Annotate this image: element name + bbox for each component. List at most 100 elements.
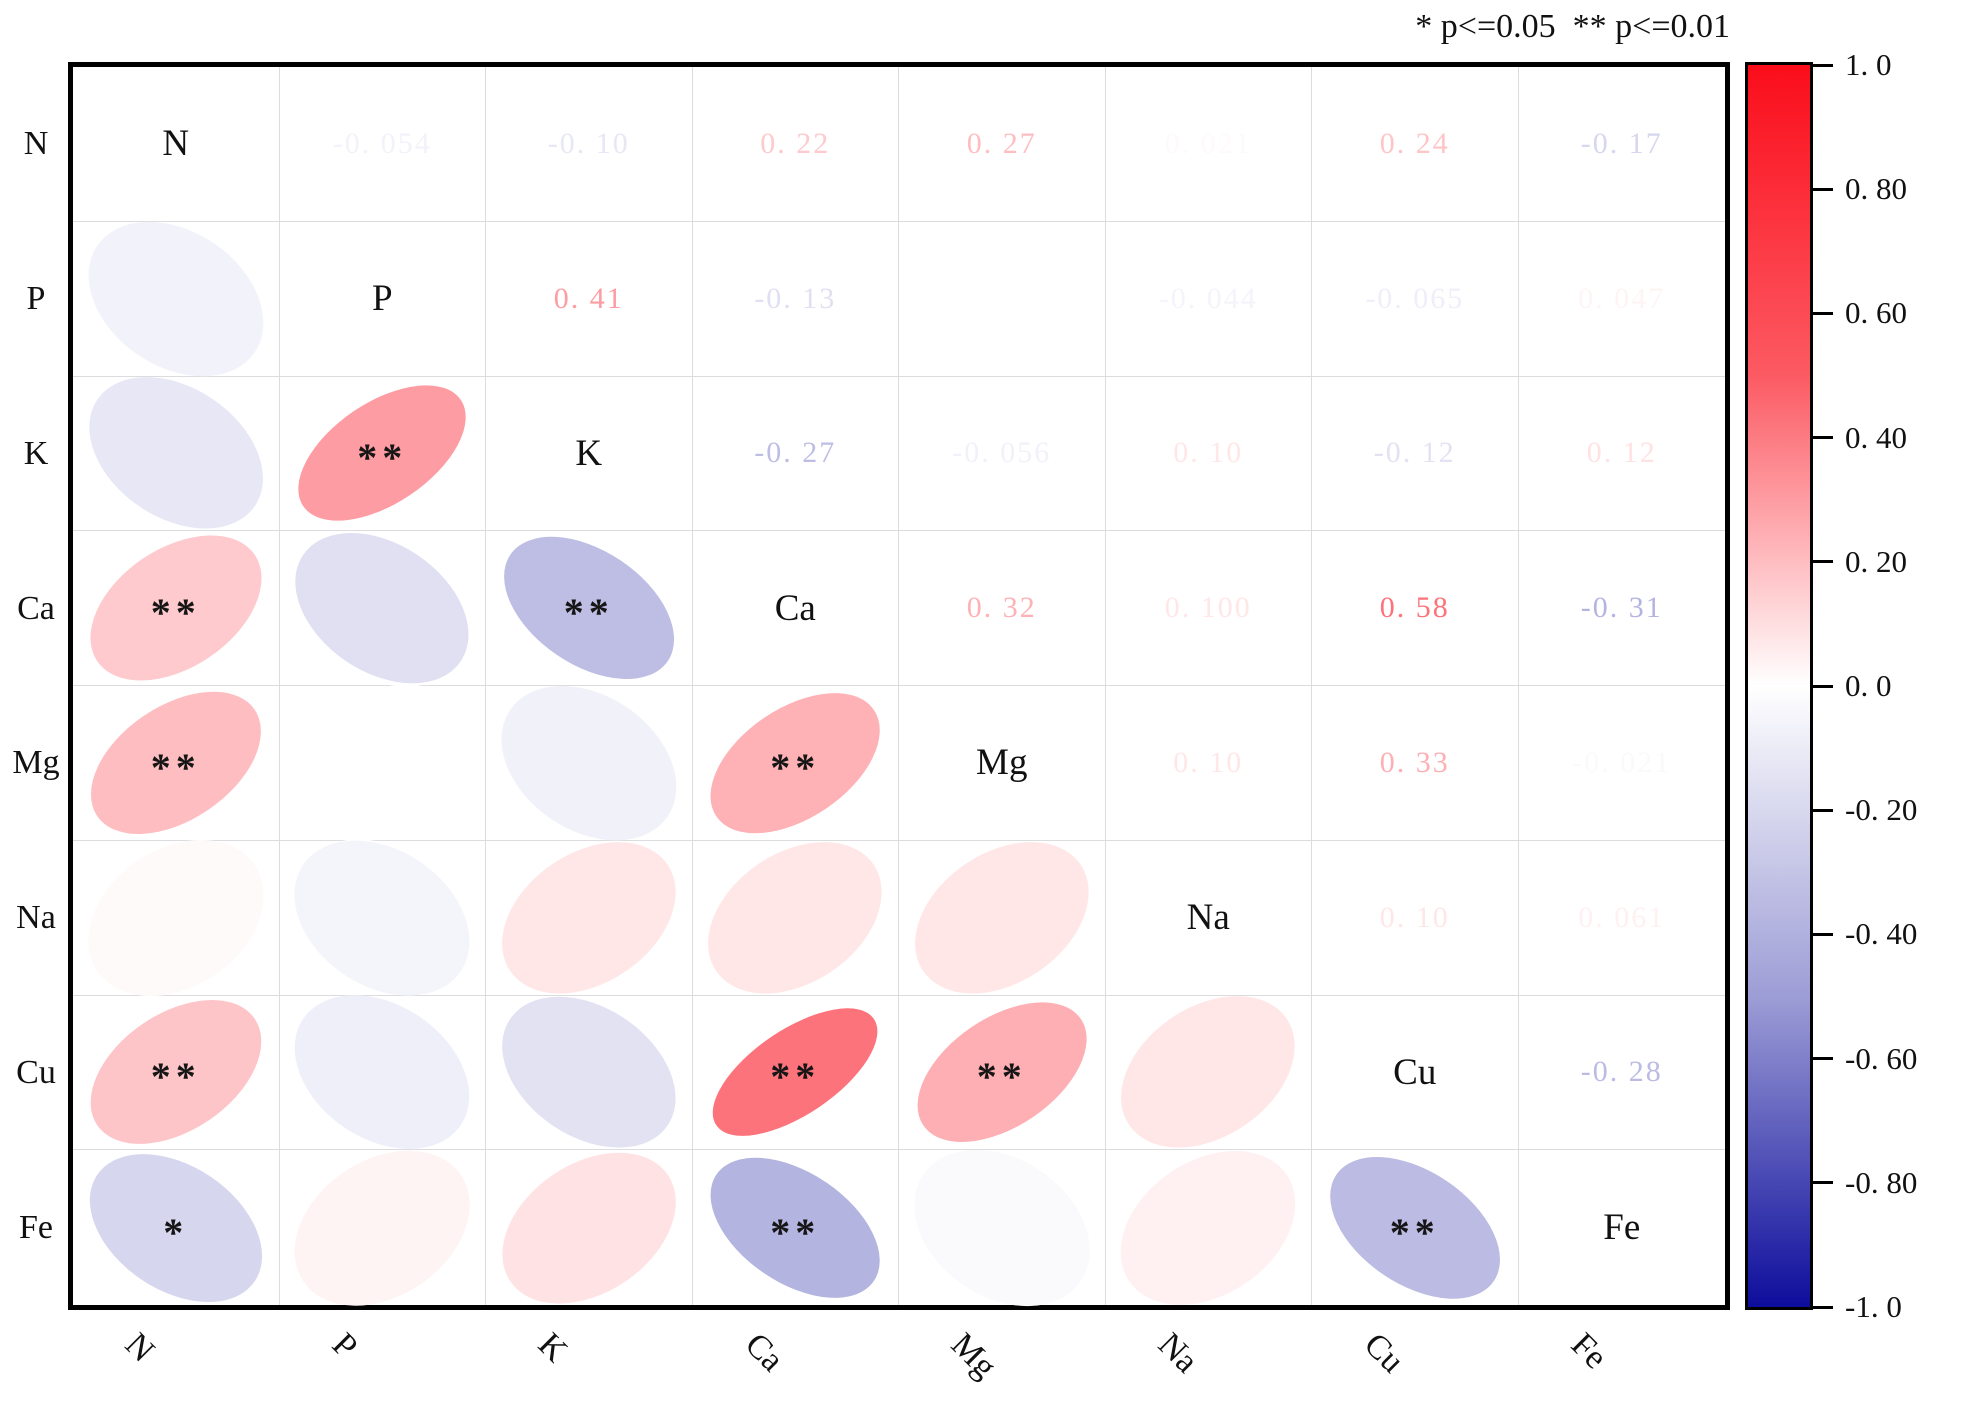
y-axis-label-Fe: Fe [19,1208,53,1246]
correlation-value: -0. 054 [332,126,432,160]
correlation-value: 0. 10 [1173,745,1244,779]
matrix-cell-ellipse-K-Ca: ** [478,507,700,709]
colorbar-tick-label: -0. 40 [1845,916,1918,952]
correlation-value: 0. 12 [1586,436,1657,470]
matrix-cell-ellipse-Mg-Na [886,810,1117,1025]
matrix-cell-ellipse-P-Mg [264,651,501,875]
matrix-cell-diagonal-Cu: Cu [1312,995,1519,1151]
matrix-cell-ellipse-P-Ca [267,502,497,715]
matrix-cell-ellipse-Cu-Fe: ** [1304,1127,1526,1328]
significance-legend: * p<=0.05 ** p<=0.01 [1415,8,1730,45]
y-axis-label-P: P [26,280,46,318]
correlation-ellipse [60,346,291,561]
matrix-cell-ellipse-N-Ca: ** [63,505,288,711]
correlation-value: 0. 33 [1379,745,1450,779]
matrix-cell-ellipse-P-Cu [266,963,499,1181]
matrix-cell-value-P-Mg [899,221,1106,377]
correlation-value: 0. 061 [1578,900,1666,934]
colorbar-tick-mark [1813,311,1833,315]
correlation-value: -0. 12 [1373,436,1456,470]
colorbar-tick-mark [1813,932,1833,936]
colorbar-tick-mark [1813,1305,1833,1309]
significance-stars: ** [770,1209,821,1255]
matrix-cell-ellipse-Na-Cu [1093,965,1324,1180]
correlation-ellipse [1091,1118,1325,1337]
matrix-cell-value-Ca-Fe: -0. 31 [1518,531,1725,686]
matrix-cell-ellipse-Mg-Cu: ** [892,974,1111,1171]
correlation-value: 0. 047 [1578,281,1666,315]
x-axis-label-P: P [324,1326,365,1366]
correlation-ellipse [473,810,704,1025]
matrix-cell-ellipse-K-Na [473,810,704,1025]
correlation-ellipse [680,810,911,1025]
matrix-cell-value-Mg-Cu: 0. 33 [1312,686,1519,841]
significance-stars: ** [150,1054,201,1100]
x-axis-label-Ca: Ca [737,1326,791,1379]
correlation-value: -0. 28 [1580,1055,1663,1089]
colorbar-tick-label: -0. 80 [1845,1164,1918,1200]
matrix-cell-ellipse-K-Mg [472,653,706,872]
y-axis-label-Mg: Mg [12,744,60,782]
matrix-cell-ellipse-P-Na [265,808,499,1028]
matrix-cell-value-K-Mg: -0. 056 [899,376,1106,532]
y-axis-label-Cu: Cu [16,1053,56,1091]
colorbar-tick-label: -1. 0 [1845,1289,1902,1324]
matrix-cell-diagonal-P: P [279,221,486,377]
matrix-cell-ellipse-P-K: ** [275,358,490,549]
correlation-value: 0. 24 [1379,126,1450,160]
matrix-cell-diagonal-N: N [73,67,280,222]
matrix-cell-diagonal-Mg: Mg [899,686,1106,841]
matrix-cell-value-N-Ca: 0. 22 [692,67,899,222]
correlation-value: 0. 32 [966,591,1037,625]
colorbar-tick-label: 0. 80 [1845,171,1907,207]
y-axis-label-K: K [23,434,49,472]
correlation-ellipse [265,808,499,1028]
significance-stars: ** [1389,1209,1440,1255]
correlation-ellipse [266,963,499,1181]
correlation-ellipse [1093,965,1324,1180]
y-axis-label-Ca: Ca [17,589,55,627]
correlation-value: -0. 065 [1365,281,1465,315]
correlation-ellipse [474,965,704,1179]
correlation-value: 0. 41 [553,281,624,315]
colorbar-tick-label: 0. 0 [1845,668,1892,703]
correlation-matrix: N -0. 054 -0. 10 0. 22 0. 27 0. 021 0. 24 -0. 1… [58,62,1730,1338]
correlation-ellipse [59,189,293,408]
colorbar-tick-label: 0. 60 [1845,295,1907,331]
correlation-value: 0. 58 [1379,591,1450,625]
matrix-cell-ellipse-N-Mg: ** [65,662,287,864]
matrix-cell-value-K-Ca: -0. 27 [692,376,899,532]
correlation-value: 0. 10 [1173,436,1244,470]
x-axis-label-K: K [531,1326,575,1370]
significance-stars: ** [770,744,821,790]
correlation-value: 0. 10 [1379,900,1450,934]
matrix-cell-value-Mg-Fe: -0. 021 [1518,686,1725,841]
colorbar-tick-mark [1813,1057,1833,1061]
matrix-cell-value-K-Na: 0. 10 [1105,376,1312,532]
matrix-cell-ellipse-N-K [60,346,291,561]
matrix-cell-ellipse-Ca-Cu: ** [692,984,899,1161]
diagonal-label: N [162,123,190,165]
x-axis-label-Cu: Cu [1357,1326,1412,1381]
diagonal-label: K [575,432,603,474]
colorbar-tick-label: -0. 60 [1845,1040,1918,1076]
correlation-value: -0. 10 [547,126,630,160]
correlation-value: 0. 021 [1164,126,1252,160]
y-axis-label-N: N [23,125,49,163]
significance-stars: ** [150,744,201,790]
colorbar-tick-label: 0. 40 [1845,419,1907,455]
correlation-ellipse [472,653,706,872]
x-axis-label-Na: Na [1150,1326,1205,1381]
matrix-cell-value-Na-Cu: 0. 10 [1312,840,1519,996]
matrix-cell-ellipse-Ca-Fe: ** [685,1128,905,1327]
diagonal-label: P [371,278,393,320]
colorbar-tick-label: 0. 20 [1845,543,1907,579]
matrix-cell-value-P-Cu: -0. 065 [1312,221,1519,377]
correlation-ellipse [474,1121,704,1335]
significance-stars: ** [563,589,614,635]
significance-stars: ** [770,1054,821,1100]
diagonal-label: Cu [1393,1051,1437,1093]
matrix-cell-value-K-Cu: -0. 12 [1312,376,1519,532]
matrix-cell-value-P-Na: -0. 044 [1105,221,1312,377]
correlation-value: -0. 31 [1580,591,1663,625]
